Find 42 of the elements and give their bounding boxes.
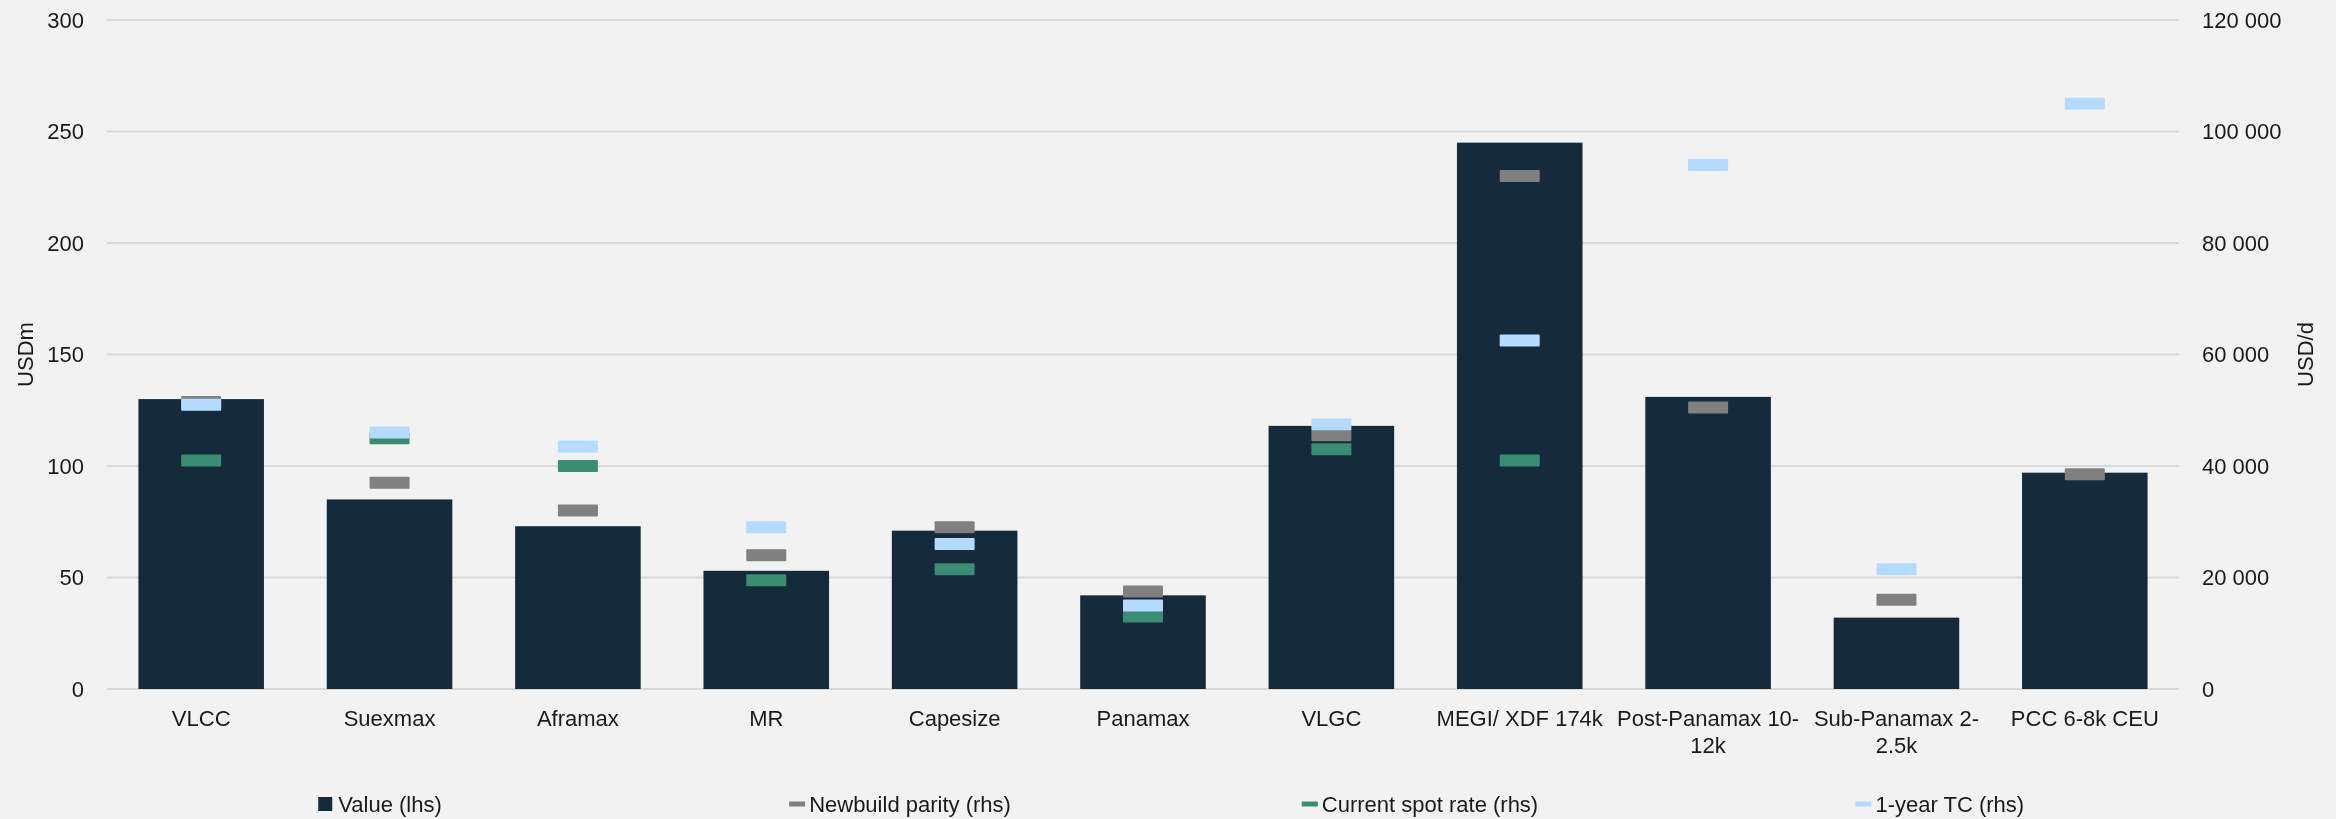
legend-label: Value (lhs) — [338, 791, 442, 817]
bar — [326, 499, 453, 689]
y-tick-label: 200 — [47, 230, 84, 256]
legend-label: Current spot rate (rhs) — [1321, 791, 1539, 817]
x-tick-label: MR — [749, 706, 784, 731]
y2-tick-label: 0 — [2202, 676, 2215, 702]
y-tick-label: 150 — [47, 342, 84, 368]
y-tick-label: 300 — [47, 7, 84, 33]
y2-tick-label: 20 000 — [2202, 565, 2270, 591]
bar — [891, 530, 1018, 689]
y2-axis-title: USD/d — [2292, 322, 2318, 387]
x-tick-label: Capesize — [908, 706, 1001, 731]
y2-tick-label: 120 000 — [2202, 7, 2282, 33]
y-tick-label: 0 — [71, 676, 84, 702]
x-tick-label: PCC 6-8k CEU — [2010, 706, 2159, 731]
bar — [1833, 617, 1960, 689]
y-axis-title: USDm — [12, 322, 38, 387]
bar — [1456, 142, 1583, 689]
y2-tick-label: 100 000 — [2202, 119, 2282, 145]
y-tick-label: 50 — [59, 565, 84, 591]
bar — [138, 399, 264, 689]
legend-label: 1-year TC (rhs) — [1875, 791, 2025, 817]
y2-tick-label: 60 000 — [2202, 342, 2270, 368]
y-tick-label: 100 — [47, 453, 84, 479]
x-tick-label: VLCC — [171, 706, 231, 731]
x-tick-label: Suexmax — [343, 706, 436, 731]
x-tick-label: Post-Panamax 10-12k — [1616, 706, 1800, 758]
y-tick-label: 250 — [47, 119, 84, 145]
bar — [1645, 396, 1771, 689]
bar — [515, 526, 641, 689]
x-tick-label: Panamax — [1096, 706, 1190, 731]
legend-label: Newbuild parity (rhs) — [809, 791, 1011, 817]
y2-tick-label: 40 000 — [2202, 453, 2270, 479]
x-tick-label: MEGI/ XDF 174k — [1436, 706, 1604, 731]
x-tick-label: Aframax — [536, 706, 619, 731]
x-tick-label: VLGC — [1301, 706, 1362, 731]
bar — [2022, 472, 2148, 689]
x-tick-label: Sub-Panamax 2-2.5k — [1813, 706, 1979, 758]
y2-tick-label: 80 000 — [2202, 230, 2270, 256]
bar — [1268, 425, 1395, 689]
bar — [1080, 595, 1206, 689]
bar — [703, 570, 830, 689]
